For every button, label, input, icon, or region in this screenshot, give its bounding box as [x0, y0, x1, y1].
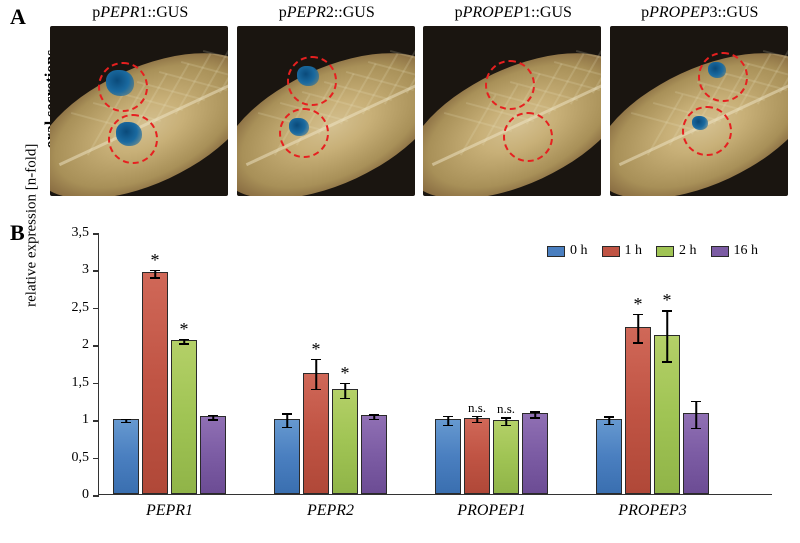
significance-marker: n.s.: [468, 400, 486, 416]
bar: [171, 340, 197, 494]
leaf-image-cell: pPEPR2::GUS: [237, 0, 418, 196]
treatment-circle: [287, 56, 337, 106]
treatment-circle: [503, 112, 553, 162]
figure-root: A B oral secretions pPEPR1::GUSpPEPR2::G…: [0, 0, 800, 543]
legend-label: 0 h: [570, 243, 588, 259]
leaf-image: [423, 26, 601, 196]
bar: [625, 327, 651, 494]
panel-a-label: A: [10, 4, 26, 30]
y-tick-label: 2,5: [72, 300, 90, 316]
bar: [303, 373, 329, 494]
significance-marker: *: [180, 319, 189, 340]
treatment-circle: [682, 106, 732, 156]
significance-marker: *: [312, 339, 321, 360]
legend-label: 1 h: [625, 243, 643, 259]
treatment-circle: [698, 52, 748, 102]
bar: [142, 272, 168, 494]
x-tick-label: PEPR1: [146, 502, 193, 520]
bar: [113, 419, 139, 494]
bar-chart: relative expression [n-fold] 0 h1 h2 h16…: [40, 225, 780, 535]
x-tick-label: PROPEP3: [618, 502, 686, 520]
significance-marker: *: [663, 290, 672, 311]
treatment-circle: [108, 114, 158, 164]
legend-item: 1 h: [602, 243, 643, 259]
leaf-image: [237, 26, 415, 196]
y-tick-label: 2: [82, 337, 89, 353]
image-header: pPROPEP3::GUS: [610, 0, 791, 26]
legend-item: 2 h: [656, 243, 697, 259]
leaf-image-cell: pPEPR1::GUS: [50, 0, 231, 196]
panel-a: oral secretions pPEPR1::GUSpPEPR2::GUSpP…: [30, 0, 790, 215]
bar: [493, 420, 519, 494]
panel-b: relative expression [n-fold] 0 h1 h2 h16…: [40, 225, 780, 535]
bar: [274, 419, 300, 494]
y-tick-label: 3: [82, 262, 89, 278]
y-tick-label: 0,5: [72, 450, 90, 466]
treatment-circle: [485, 60, 535, 110]
y-tick-label: 1,5: [72, 375, 90, 391]
y-tick-label: 1: [82, 412, 89, 428]
x-tick-label: PEPR2: [307, 502, 354, 520]
leaf-image: [610, 26, 788, 196]
legend-label: 2 h: [679, 243, 697, 259]
treatment-circle: [98, 62, 148, 112]
leaf-image-cell: pPROPEP3::GUS: [610, 0, 791, 196]
leaf-image: [50, 26, 228, 196]
bar: [332, 389, 358, 494]
leaf-image-cell: pPROPEP1::GUS: [423, 0, 604, 196]
bar: [522, 413, 548, 494]
bar: [596, 419, 622, 494]
bar: [200, 416, 226, 494]
significance-marker: *: [634, 294, 643, 315]
chart-legend: 0 h 1 h 2 h 16 h: [547, 243, 758, 259]
plot-area: 0 h1 h2 h16 h 00,511,522,533,5**PEPR1**P…: [98, 233, 772, 495]
significance-marker: *: [341, 363, 350, 384]
image-header: pPEPR1::GUS: [50, 0, 231, 26]
treatment-circle: [279, 108, 329, 158]
bar: [361, 415, 387, 494]
image-header: pPEPR2::GUS: [237, 0, 418, 26]
y-axis-label: relative expression [n-fold]: [24, 144, 41, 307]
panel-a-image-row: pPEPR1::GUSpPEPR2::GUSpPROPEP1::GUSpPROP…: [50, 0, 790, 196]
significance-marker: *: [151, 250, 160, 271]
bar: [435, 419, 461, 494]
y-tick-label: 3,5: [72, 225, 90, 241]
legend-item: 0 h: [547, 243, 588, 259]
y-tick-label: 0: [82, 487, 89, 503]
panel-b-label: B: [10, 220, 25, 246]
image-header: pPROPEP1::GUS: [423, 0, 604, 26]
bar: [464, 418, 490, 494]
legend-label: 16 h: [734, 243, 759, 259]
significance-marker: n.s.: [497, 401, 515, 417]
x-tick-label: PROPEP1: [457, 502, 525, 520]
legend-item: 16 h: [711, 243, 759, 259]
